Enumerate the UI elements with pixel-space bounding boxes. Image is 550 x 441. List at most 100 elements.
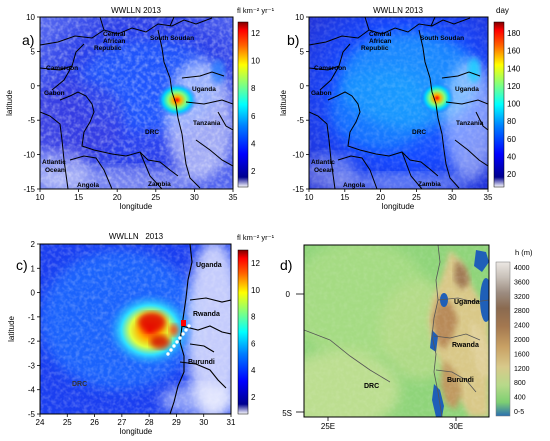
panel-c-frame <box>39 243 232 415</box>
panel-d-colorbar-tick: 3200 <box>514 294 530 301</box>
panel-c-zoomed-lightning-density-map: WWLLN 2013 c) 210-1-2-3-4-5 24 25 26 27 28 29… <box>7 232 275 436</box>
panel-b-xtick-label: 10 <box>305 193 314 202</box>
panel-d-label-rwanda: Rwanda <box>452 342 479 349</box>
panel-c-colorbar-tick: 2 <box>251 393 256 402</box>
panel-c-title: WWLLN 2013 <box>109 232 164 241</box>
panel-a-ytick-label: 5 <box>31 47 36 56</box>
panel-b-ytick-label: 5 <box>300 47 305 56</box>
panel-b-colorbar-tick: 160 <box>507 47 521 56</box>
panel-b-ytick-label: -5 <box>297 116 305 125</box>
panel-b-colorbar <box>493 21 505 188</box>
panel-b-ytick-label: 0 <box>300 82 305 91</box>
panel-c-label: c) <box>16 257 28 273</box>
panel-d-colorbar-tick: 400 <box>514 395 526 402</box>
panel-b-xtick-label: 15 <box>340 193 349 202</box>
panel-a-label-zambia: Zambia <box>148 181 171 188</box>
panel-a-ytick-label: -15 <box>23 185 35 194</box>
panel-b-label-uganda: Uganda <box>455 86 479 93</box>
panel-d-colorbar-tick: 1600 <box>514 351 530 358</box>
panel-b-ytick-label: 10 <box>295 13 304 22</box>
panel-b-hotspot <box>420 82 454 114</box>
panel-b-label-car: Central African Republic <box>361 31 392 52</box>
panel-a-frame <box>39 16 234 190</box>
panel-c-country-boundaries <box>169 244 231 414</box>
panel-d-colorbar-tick: 2800 <box>514 308 530 315</box>
panel-d-colorbar-tick: 2000 <box>514 337 530 344</box>
panel-c-xtick-label: 26 <box>90 418 99 427</box>
panel-c-ytick-label: 1 <box>31 264 36 273</box>
panel-a-colorbar-tick: 8 <box>251 84 256 93</box>
panel-d-xtick-25e: 25E <box>321 422 335 431</box>
panel-d-colorbar-tick: 4000 <box>514 265 530 272</box>
panel-b-frame <box>308 16 489 190</box>
panel-a-label: a) <box>22 32 34 48</box>
panel-b-label-drc: DRC <box>412 129 426 136</box>
panel-c-ylabel: latitude <box>7 316 16 342</box>
panel-a-title: WWLLN 2013 <box>111 6 161 15</box>
panel-a-label-cameroon: Cameroon <box>46 65 78 72</box>
panel-c-colorbar <box>237 249 249 415</box>
panel-d-colorbar-tick: 3600 <box>514 279 530 286</box>
panel-b-xtick-label: 30 <box>448 193 457 202</box>
panel-b-colorbar-tick: 40 <box>507 152 516 161</box>
panel-a-colorbar <box>237 21 249 188</box>
panel-d-xtick-30e: 30E <box>449 422 463 431</box>
panel-c-ytick-label: -1 <box>28 313 36 322</box>
panel-a-colorbar-unit: fl km⁻² yr⁻¹ <box>237 6 275 15</box>
panel-b-ytick-label: -15 <box>292 185 304 194</box>
panel-c-xtick-label: 25 <box>63 418 72 427</box>
panel-c-label-burundi: Burundi <box>188 359 215 366</box>
panel-d-colorbar-unit: h (m) <box>515 248 533 257</box>
panel-a-ytick-label: 10 <box>26 13 35 22</box>
panel-b-label-tanzania: Tanzania <box>456 120 484 127</box>
panel-c-transect-dots <box>166 324 191 356</box>
panel-b-xtick-label: 20 <box>376 193 385 202</box>
panel-a-xtick-label: 25 <box>151 193 160 202</box>
panel-a-xtick-label: 35 <box>229 193 238 202</box>
panel-a-label-south-soudan: South Soudan <box>150 35 194 42</box>
panel-c-ytick-label: 0 <box>31 289 36 298</box>
panel-a-ytick-label: -5 <box>28 116 36 125</box>
panel-d-lakes <box>430 250 489 417</box>
panel-a-label-drc: DRC <box>145 129 159 136</box>
panel-d-label-drc: DRC <box>364 383 379 390</box>
panel-a-label-car: Central African Republic <box>94 31 126 52</box>
panel-c-colorbar-tick: 8 <box>251 313 256 322</box>
panel-a-colorbar-tick: 6 <box>251 112 256 121</box>
panel-a-colorbar-tick: 4 <box>251 139 256 148</box>
panel-a-colorbar-tick: 10 <box>251 57 260 66</box>
panel-d-colorbar-tick: 800 <box>514 380 526 387</box>
panel-b-xtick-label: 35 <box>484 193 493 202</box>
panel-b-colorbar-tick: 180 <box>507 29 521 38</box>
panel-d-frame <box>303 244 490 418</box>
panel-c-xtick-label: 24 <box>36 418 45 427</box>
panel-d-country-boundaries <box>304 245 489 417</box>
panel-d-label-uganda: Uganda <box>454 299 480 306</box>
panel-b-label-atlantic: Atlantic Ocean <box>311 159 335 174</box>
panel-d-topography-map: d) 0 5S 25E 30E Uganda Rwanda DRC Burund… <box>280 244 533 431</box>
panel-b-colorbar-tick: 60 <box>507 135 516 144</box>
panel-a-xtick-label: 15 <box>74 193 83 202</box>
panel-c-colorbar-tick: 6 <box>251 339 256 348</box>
panel-c-xlabel: longitude <box>120 427 153 436</box>
panel-c-label-rwanda: Rwanda <box>193 311 220 318</box>
panel-c-xtick-label: 27 <box>117 418 126 427</box>
panel-b-xlabel: longitude <box>382 202 415 211</box>
panel-a-ytick-label: 0 <box>31 82 36 91</box>
panel-b-ytick-label: -10 <box>292 151 304 160</box>
panel-a-label-gabon: Gabon <box>44 90 65 97</box>
panel-b-label: b) <box>287 32 299 48</box>
panel-b-colorbar-unit: day <box>496 6 509 15</box>
panel-b-label-zambia: Zambia <box>418 181 441 188</box>
panel-a-colorbar-tick: 2 <box>251 167 256 176</box>
panel-b-label-gabon: Gabon <box>311 90 332 97</box>
panel-c-colorbar-tick: 10 <box>251 286 260 295</box>
panel-d-ytick-5s: 5S <box>282 409 292 418</box>
panel-b-ylabel: latitude <box>279 90 288 116</box>
panel-b-label-cameroon: Cameroon <box>314 65 346 72</box>
panel-a-label-angola: Angola <box>77 182 99 189</box>
panel-a-hotspot <box>157 83 197 117</box>
